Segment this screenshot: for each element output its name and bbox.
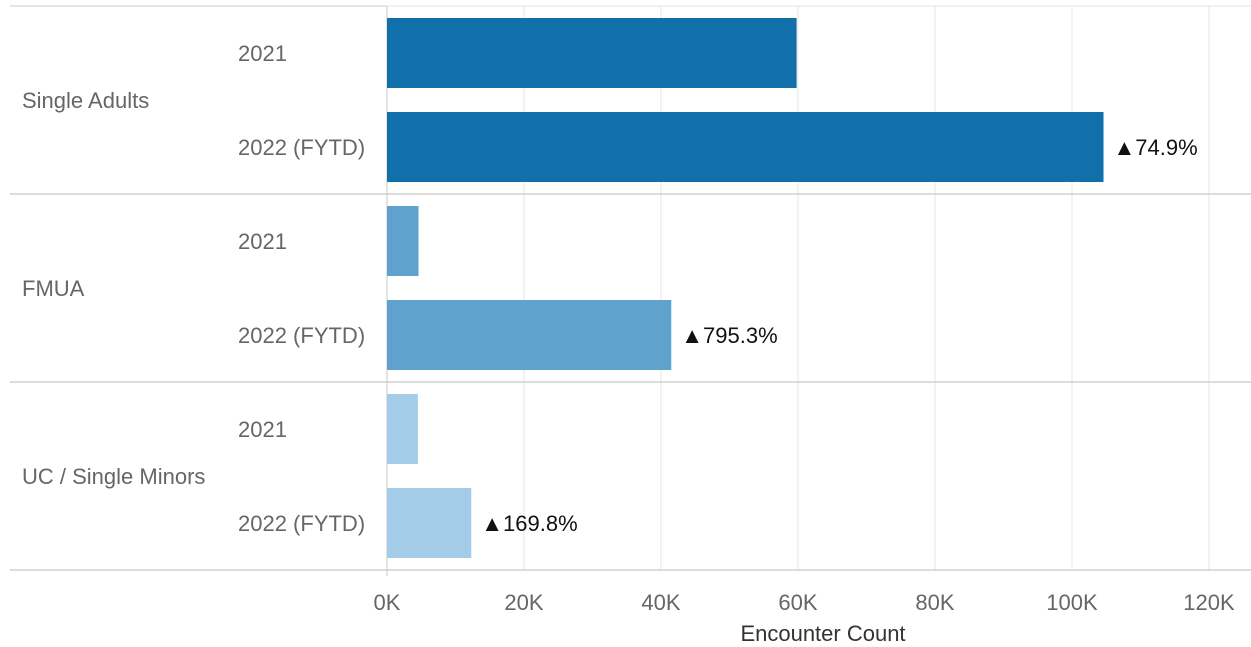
x-tick-label: 120K [1183, 590, 1235, 615]
bar [387, 300, 672, 370]
x-tick-label: 40K [641, 590, 680, 615]
bars [387, 18, 1104, 558]
change-label: ▲169.8% [481, 511, 577, 536]
bar-category-label: 2022 (FYTD) [238, 511, 365, 536]
bar [387, 18, 797, 88]
x-tick-label: 60K [778, 590, 817, 615]
gridlines [523, 6, 1210, 570]
x-tick-label: 100K [1046, 590, 1098, 615]
change-label: ▲74.9% [1114, 135, 1198, 160]
group-label: FMUA [22, 276, 85, 301]
x-tick-label: 20K [504, 590, 543, 615]
labels: Single Adults 2021 2022 (FYTD) ▲74.9% FMUA 20… [22, 41, 1198, 536]
group-label: UC / Single Minors [22, 464, 205, 489]
bar [387, 112, 1104, 182]
x-axis-title: Encounter Count [740, 621, 905, 646]
bar-category-label: 2021 [238, 229, 287, 254]
bar-category-label: 2022 (FYTD) [238, 135, 365, 160]
x-axis: 0K 20K 40K 60K 80K 100K 120K [374, 590, 1235, 615]
bar-category-label: 2021 [238, 417, 287, 442]
bar-category-label: 2022 (FYTD) [238, 323, 365, 348]
bar [387, 394, 418, 464]
change-label: ▲795.3% [681, 323, 777, 348]
bar [387, 488, 472, 558]
group-separators [10, 5, 1251, 576]
group-label: Single Adults [22, 88, 149, 113]
bar-category-label: 2021 [238, 41, 287, 66]
x-tick-label: 0K [374, 590, 401, 615]
bar [387, 206, 419, 276]
x-tick-label: 80K [915, 590, 954, 615]
